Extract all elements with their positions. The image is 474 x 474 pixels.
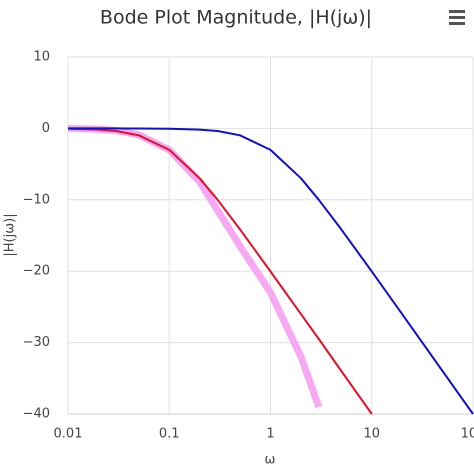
x-tick-label: 0.1 [159,427,180,442]
menu-button[interactable] [449,10,465,25]
y-tick-label: −40 [23,407,50,422]
series-line [68,127,373,415]
x-axis-label: ω [265,453,276,468]
x-tick-label: 1 [266,427,274,442]
plot-area [68,124,474,415]
y-tick-label: 0 [42,121,50,136]
x-tick-label: 100 [461,427,474,442]
y-tick-label: −20 [23,264,50,279]
y-tick-label: −30 [23,335,50,350]
x-tick-label: 0.01 [54,427,83,442]
x-tick-label: 10 [363,427,380,442]
series-line [68,127,474,415]
y-tick-label: 10 [33,50,50,65]
y-axis-label: |H(jω)| [3,213,18,256]
chart-title: Bode Plot Magnitude, |H(jω)| [100,7,372,29]
y-tick-label: −10 [23,192,50,207]
series-line [68,124,323,409]
